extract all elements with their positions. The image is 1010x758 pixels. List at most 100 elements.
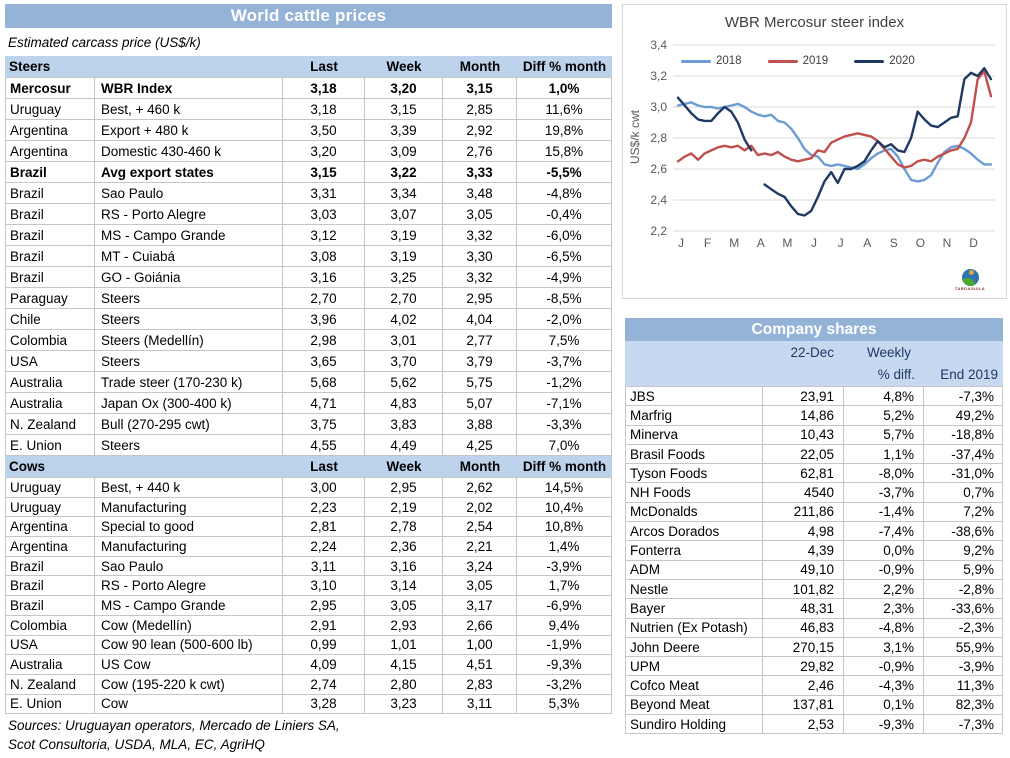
- month-cell[interactable]: 4,04: [443, 309, 517, 329]
- column-header-weekly[interactable]: Weekly: [866, 344, 911, 360]
- week-cell[interactable]: 3,20: [365, 78, 443, 98]
- company-name-cell[interactable]: John Deere: [625, 637, 763, 657]
- country-cell[interactable]: Australia: [5, 372, 95, 392]
- week-cell[interactable]: 3,39: [365, 120, 443, 140]
- last-cell[interactable]: 3,18: [283, 78, 365, 98]
- week-cell[interactable]: 4,15: [365, 655, 443, 674]
- country-cell[interactable]: Colombia: [5, 330, 95, 350]
- company-name-cell[interactable]: Minerva: [625, 425, 763, 444]
- company-name-cell[interactable]: Sundiro Holding: [625, 715, 763, 734]
- weekly-diff-cell[interactable]: -4,8%: [844, 618, 924, 637]
- last-cell[interactable]: 3,75: [283, 414, 365, 434]
- last-cell[interactable]: 2,23: [283, 497, 365, 517]
- month-cell[interactable]: 3,79: [443, 351, 517, 371]
- company-name-cell[interactable]: Fonterra: [625, 541, 763, 560]
- item-cell[interactable]: Steers: [95, 435, 283, 455]
- table-row[interactable]: Uruguay Best, + 460 k 3,18 3,15 2,85 11,…: [5, 99, 612, 120]
- month-cell[interactable]: 2,62: [443, 478, 517, 497]
- price-cell[interactable]: 22,05: [763, 444, 844, 464]
- week-cell[interactable]: 3,23: [365, 694, 443, 714]
- item-cell[interactable]: Best, + 440 k: [95, 478, 283, 497]
- column-header-end-2019[interactable]: End 2019: [940, 367, 998, 382]
- week-cell[interactable]: 3,83: [365, 414, 443, 434]
- diff-cell[interactable]: -6,5%: [517, 246, 612, 266]
- month-cell[interactable]: 3,33: [443, 162, 517, 182]
- table-row[interactable]: Sundiro Holding 2,53 -9,3% -7,3%: [625, 715, 1003, 735]
- table-row[interactable]: Brazil MS - Campo Grande 2,95 3,05 3,17 …: [5, 596, 612, 616]
- country-cell[interactable]: Brazil: [5, 267, 95, 287]
- table-row[interactable]: Brazil GO - Goiánia 3,16 3,25 3,32 -4,9%: [5, 267, 612, 288]
- table-row[interactable]: Argentina Export + 480 k 3,50 3,39 2,92 …: [5, 120, 612, 141]
- price-cell[interactable]: 270,15: [763, 637, 844, 657]
- weekly-diff-cell[interactable]: -8,0%: [844, 464, 924, 483]
- diff-cell[interactable]: -4,9%: [517, 267, 612, 287]
- week-cell[interactable]: 2,93: [365, 615, 443, 635]
- month-cell[interactable]: 2,92: [443, 120, 517, 140]
- price-cell[interactable]: 4,39: [763, 541, 844, 560]
- column-header-diff[interactable]: Diff % month: [522, 459, 607, 474]
- company-name-cell[interactable]: JBS: [625, 387, 763, 406]
- week-cell[interactable]: 3,19: [365, 225, 443, 245]
- company-name-cell[interactable]: NH Foods: [625, 483, 763, 502]
- item-cell[interactable]: Cow (Medellín): [95, 615, 283, 635]
- company-name-cell[interactable]: Cofco Meat: [625, 676, 763, 695]
- table-row[interactable]: Colombia Steers (Medellín) 2,98 3,01 2,7…: [5, 330, 612, 351]
- last-cell[interactable]: 4,55: [283, 435, 365, 455]
- company-name-cell[interactable]: UPM: [625, 657, 763, 676]
- price-cell[interactable]: 4,98: [763, 522, 844, 541]
- table-row[interactable]: Paraguay Steers 2,70 2,70 2,95 -8,5%: [5, 288, 612, 309]
- country-cell[interactable]: Uruguay: [5, 497, 95, 517]
- last-cell[interactable]: 3,20: [283, 141, 365, 161]
- week-cell[interactable]: 3,70: [365, 351, 443, 371]
- table-row[interactable]: Bayer 48,31 2,3% -33,6%: [625, 599, 1003, 619]
- month-cell[interactable]: 3,48: [443, 183, 517, 203]
- month-cell[interactable]: 3,11: [443, 694, 517, 714]
- table-row[interactable]: Arcos Dorados 4,98 -7,4% -38,6%: [625, 522, 1003, 542]
- item-cell[interactable]: Sao Paulo: [95, 556, 283, 576]
- month-cell[interactable]: 3,24: [443, 556, 517, 576]
- table-row[interactable]: Tyson Foods 62,81 -8,0% -31,0%: [625, 464, 1003, 484]
- table-row[interactable]: Argentina Domestic 430-460 k 3,20 3,09 2…: [5, 141, 612, 162]
- table-row[interactable]: Colombia Cow (Medellín) 2,91 2,93 2,66 9…: [5, 615, 612, 636]
- country-cell[interactable]: Mercosur: [5, 78, 95, 98]
- month-cell[interactable]: 3,32: [443, 267, 517, 287]
- week-cell[interactable]: 3,34: [365, 183, 443, 203]
- item-cell[interactable]: RS - Porto Alegre: [95, 576, 283, 596]
- month-cell[interactable]: 4,25: [443, 435, 517, 455]
- item-cell[interactable]: Manufacturing: [95, 537, 283, 556]
- diff-cell[interactable]: 7,0%: [517, 435, 612, 455]
- company-name-cell[interactable]: ADM: [625, 560, 763, 579]
- price-cell[interactable]: 4540: [763, 483, 844, 502]
- country-cell[interactable]: Australia: [5, 655, 95, 674]
- last-cell[interactable]: 3,03: [283, 204, 365, 224]
- column-header-month[interactable]: Month: [459, 59, 501, 74]
- table-row[interactable]: Nestle 101,82 2,2% -2,8%: [625, 579, 1003, 600]
- company-name-cell[interactable]: Tyson Foods: [625, 464, 763, 483]
- diff-cell[interactable]: 10,4%: [517, 497, 612, 517]
- end-2019-cell[interactable]: -33,6%: [924, 599, 1003, 618]
- weekly-diff-cell[interactable]: 3,1%: [844, 637, 924, 657]
- item-cell[interactable]: Manufacturing: [95, 497, 283, 517]
- weekly-diff-cell[interactable]: -0,9%: [844, 560, 924, 579]
- month-cell[interactable]: 1,00: [443, 635, 517, 655]
- end-2019-cell[interactable]: 55,9%: [924, 637, 1003, 657]
- table-row[interactable]: USA Cow 90 lean (500-600 lb) 0,99 1,01 1…: [5, 635, 612, 656]
- end-2019-cell[interactable]: -37,4%: [924, 444, 1003, 464]
- weekly-diff-cell[interactable]: -3,7%: [844, 483, 924, 502]
- week-cell[interactable]: 3,22: [365, 162, 443, 182]
- diff-cell[interactable]: -3,3%: [517, 414, 612, 434]
- table-row[interactable]: Cofco Meat 2,46 -4,3% 11,3%: [625, 676, 1003, 696]
- month-cell[interactable]: 3,15: [443, 78, 517, 98]
- table-row[interactable]: N. Zealand Cow (195-220 k cwt) 2,74 2,80…: [5, 674, 612, 695]
- price-cell[interactable]: 48,31: [763, 599, 844, 618]
- end-2019-cell[interactable]: -7,3%: [924, 387, 1003, 406]
- week-cell[interactable]: 2,80: [365, 674, 443, 694]
- table-row[interactable]: Brazil MS - Campo Grande 3,12 3,19 3,32 …: [5, 225, 612, 246]
- week-cell[interactable]: 1,01: [365, 635, 443, 655]
- week-cell[interactable]: 3,07: [365, 204, 443, 224]
- diff-cell[interactable]: -6,9%: [517, 596, 612, 615]
- item-cell[interactable]: Japan Ox (300-400 k): [95, 393, 283, 413]
- diff-cell[interactable]: 14,5%: [517, 478, 612, 497]
- last-cell[interactable]: 2,70: [283, 288, 365, 308]
- end-2019-cell[interactable]: 5,9%: [924, 560, 1003, 579]
